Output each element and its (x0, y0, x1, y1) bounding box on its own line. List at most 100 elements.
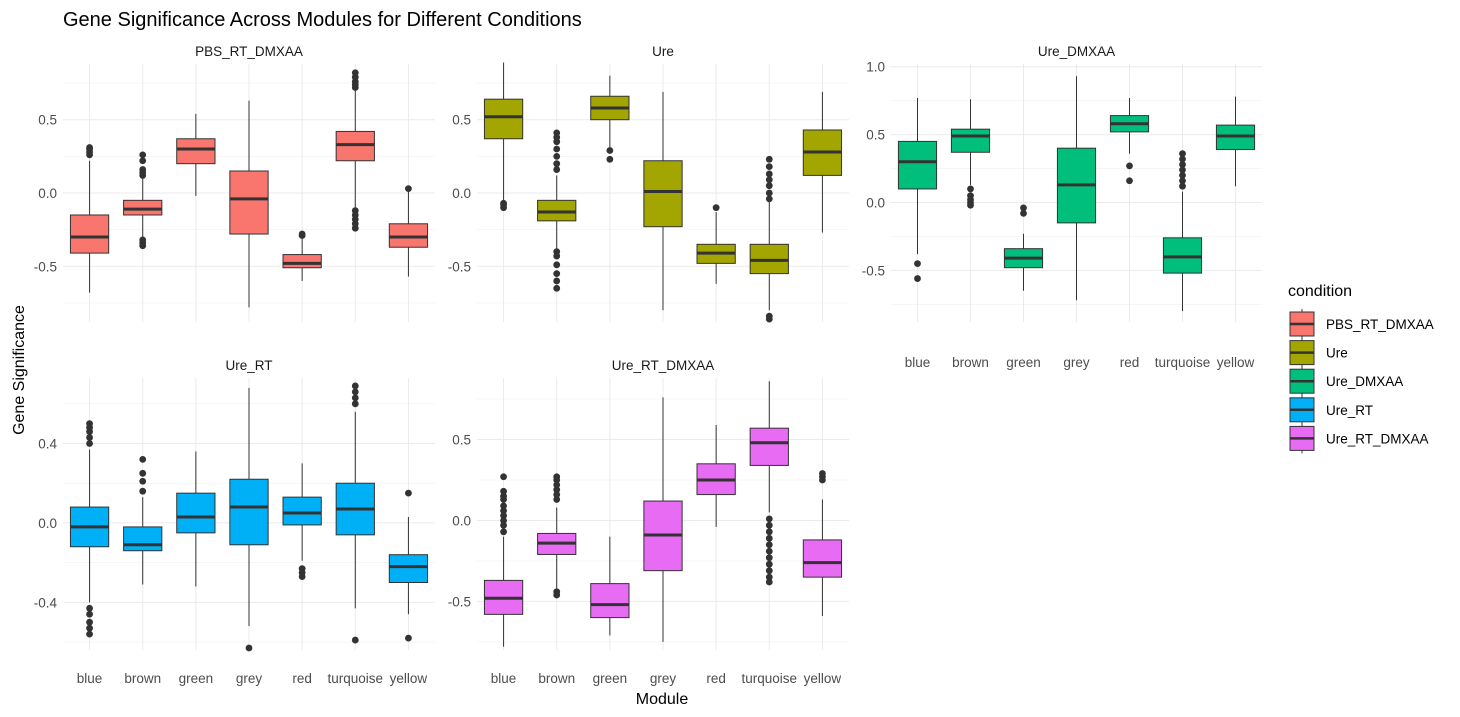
x-tick-label: yellow (1217, 355, 1255, 370)
chart-title: Gene Significance Across Modules for Dif… (63, 9, 582, 31)
box-green (590, 536, 630, 636)
outlier-point (553, 270, 561, 278)
outlier-point (765, 176, 773, 184)
outlier-point (139, 242, 147, 250)
outlier-point (606, 155, 614, 163)
outlier-point (553, 145, 561, 153)
y-tick-label: 0.0 (452, 513, 471, 528)
x-tick-label: green (1006, 355, 1041, 370)
outlier-point (1179, 150, 1186, 158)
y-tick-label: -0.4 (34, 595, 58, 610)
box-yellow (1215, 96, 1256, 187)
x-tick-label: grey (236, 671, 263, 686)
legend-label: PBS_RT_DMXAA (1326, 317, 1434, 332)
outlier-point (86, 618, 93, 626)
box-body (123, 526, 163, 552)
outlier-point (553, 252, 561, 260)
outlier-point (967, 185, 974, 193)
outlier-point (500, 204, 507, 212)
box-brown (537, 129, 577, 292)
x-tick-label: red (706, 671, 726, 686)
outlier-point (553, 277, 561, 285)
x-tick-label: grey (1063, 355, 1090, 370)
y-tick-label: -0.5 (34, 259, 57, 274)
legend-label: Ure_RT (1326, 403, 1373, 418)
box-red (282, 230, 322, 281)
outlier-point (765, 189, 773, 197)
x-axis-title: Module (636, 691, 689, 708)
outlier-point (86, 420, 93, 428)
outlier-point (86, 604, 93, 612)
box-grey (229, 387, 269, 652)
box-brown (537, 473, 577, 599)
outlier-point (765, 541, 773, 549)
x-tick-label: turquoise (742, 671, 798, 686)
box-grey (643, 397, 683, 642)
outlier-point (914, 275, 921, 282)
outlier-point (765, 163, 773, 171)
box-body (643, 160, 683, 228)
box-turquoise (335, 69, 375, 232)
outlier-point (1179, 171, 1186, 179)
box-body (802, 539, 843, 578)
outlier-point (139, 166, 147, 173)
x-tick-label: brown (124, 671, 161, 686)
x-tick-label: brown (952, 355, 989, 370)
legend-item-Ure_RT_DMXAA: Ure_RT_DMXAA (1289, 423, 1429, 454)
y-tick-label: -0.5 (448, 259, 471, 274)
outlier-point (553, 160, 561, 168)
legend-title: condition (1288, 283, 1352, 300)
outlier-point (765, 170, 773, 178)
y-tick-label: 0.0 (38, 186, 57, 201)
legend-item-Ure_RT: Ure_RT (1289, 394, 1373, 425)
x-tick-label: turquoise (1155, 355, 1211, 370)
box-body (229, 478, 269, 546)
box-body (483, 98, 524, 140)
outlier-point (765, 578, 773, 586)
box-grey (229, 100, 269, 308)
outlier-point (298, 232, 306, 239)
outlier-point (139, 157, 147, 165)
box-red (696, 424, 736, 527)
outlier-point (712, 204, 720, 212)
outlier-point (500, 487, 507, 495)
strip-label: Ure_DMXAA (1038, 44, 1115, 59)
y-tick-label: 0.0 (38, 516, 57, 531)
y-tick-label: -0.5 (862, 263, 885, 278)
outlier-point (765, 521, 773, 529)
box-brown (950, 99, 991, 209)
strip-label: Ure (652, 44, 674, 59)
box-body (282, 496, 322, 526)
panel-Ure_RT_DMXAA: Ure_RT_DMXAA -0.5 0.0 0.5 blue brown green grey… (448, 358, 849, 686)
box-body (229, 170, 269, 235)
x-tick-label: brown (538, 671, 575, 686)
box-red (282, 463, 322, 580)
box-green (590, 75, 630, 163)
outlier-point (500, 502, 507, 510)
box-blue (69, 144, 110, 293)
outlier-point (765, 315, 773, 323)
outlier-point (351, 69, 359, 77)
legend-item-Ure_DMXAA: Ure_DMXAA (1289, 366, 1403, 397)
panel-PBS_RT_DMXAA: PBS_RT_DMXAA -0.5 0.0 0.5 (34, 44, 435, 322)
outlier-point (405, 489, 412, 497)
outlier-point (553, 166, 561, 173)
outlier-point (1020, 209, 1027, 217)
x-tick-label: red (292, 671, 312, 686)
outlier-point (1126, 162, 1133, 170)
box-yellow (388, 489, 429, 642)
box-green (176, 451, 216, 587)
box-blue (69, 420, 110, 638)
outlier-point (765, 534, 773, 542)
strip-label: Ure_RT (225, 358, 272, 373)
legend-label: Ure_RT_DMXAA (1326, 431, 1429, 446)
y-tick-label: 0.5 (866, 128, 885, 143)
outlier-point (500, 528, 507, 536)
panels: PBS_RT_DMXAA-0.50.00.5Ure-0.50.00.5Ure_D… (34, 44, 1262, 686)
y-tick-label: -0.5 (448, 594, 471, 609)
outlier-point (139, 456, 147, 463)
x-tick-label: turquoise (328, 671, 384, 686)
outlier-point (500, 507, 507, 515)
outlier-point (500, 521, 507, 529)
